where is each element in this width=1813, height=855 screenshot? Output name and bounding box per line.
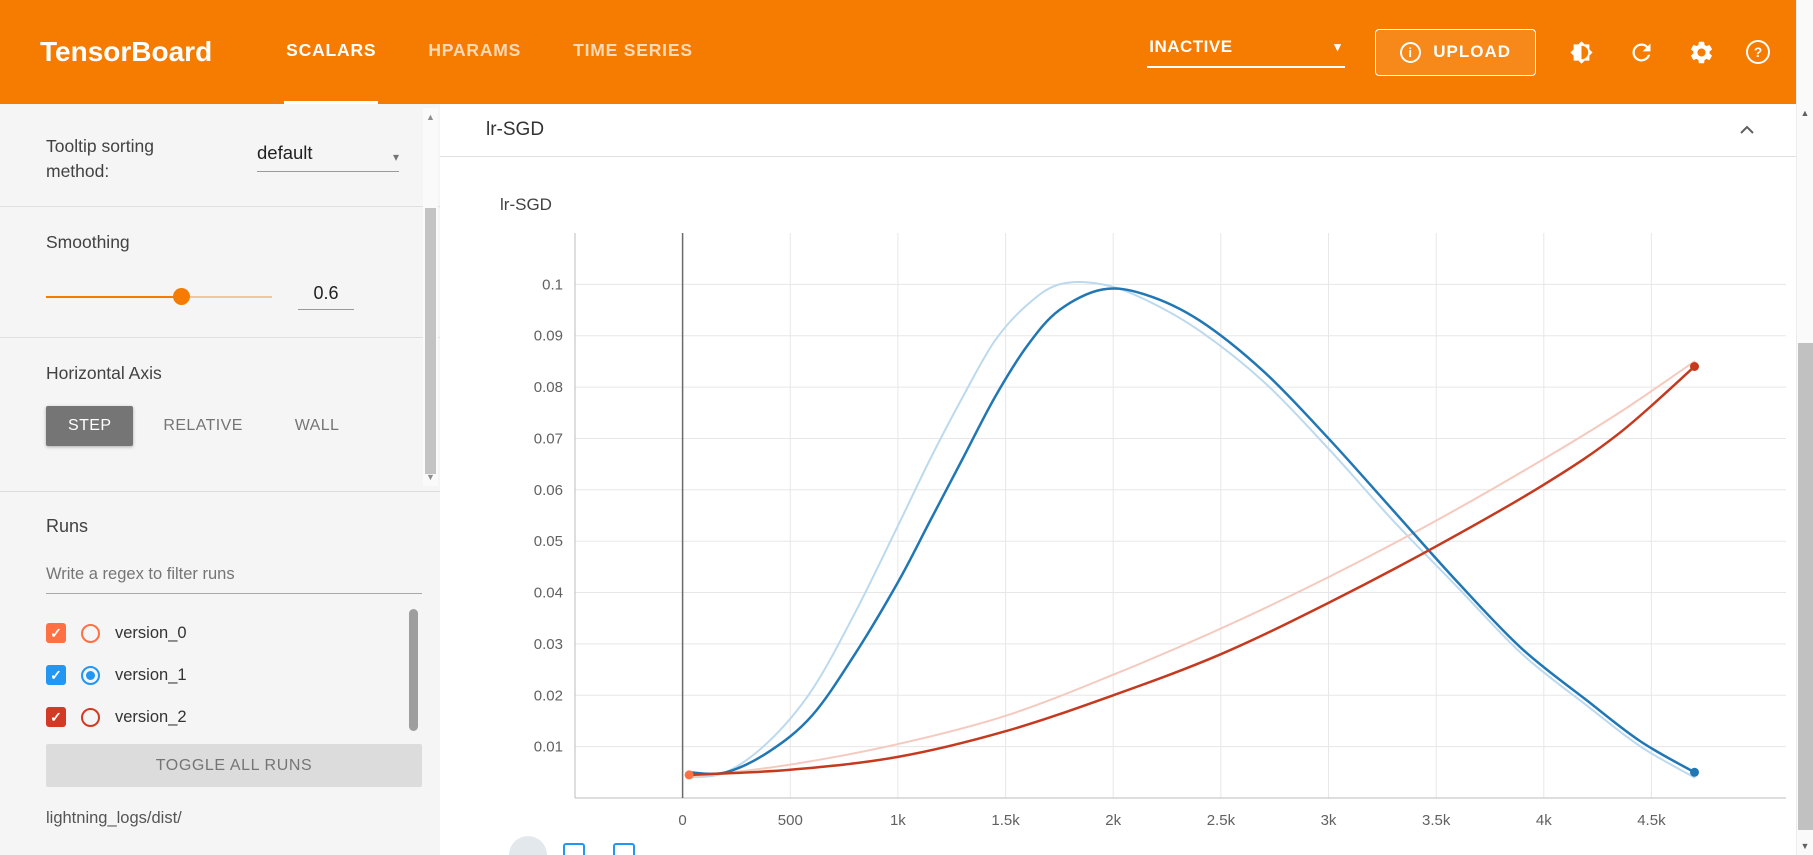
scroll-up-icon[interactable]: ▲ <box>1800 108 1810 118</box>
runs-title: Runs <box>46 516 89 536</box>
svg-text:4.5k: 4.5k <box>1637 812 1666 829</box>
tooltip-sorting-value: default <box>257 142 313 163</box>
axis-option-relative[interactable]: RELATIVE <box>141 406 264 446</box>
pin-card-icon[interactable] <box>613 843 635 855</box>
scalar-line-chart[interactable]: 0.01 0.02 0.03 0.04 0.05 0.06 0.07 0.08 0.09 0.1 0… <box>500 223 1796 838</box>
page-scrollbar[interactable]: ▲ ▼ <box>1796 0 1813 855</box>
slider-thumb[interactable] <box>172 288 190 305</box>
runs-section: Runs ✓ version_0 ✓ version_1 ✓ version_2 TOGG… <box>0 492 440 828</box>
runs-scrollbar[interactable] <box>409 609 418 731</box>
chart-container: 0.01 0.02 0.03 0.04 0.05 0.06 0.07 0.08 0.09 0.1 0… <box>500 223 1796 843</box>
horizontal-axis-options: STEP RELATIVE WALL <box>46 406 394 446</box>
log-directory-label: lightning_logs/dist/ <box>46 809 182 827</box>
svg-text:500: 500 <box>778 812 803 829</box>
tab-scalars[interactable]: SCALARS <box>284 0 379 104</box>
card-title: lr-SGD <box>486 119 545 140</box>
run-radio[interactable] <box>81 623 100 643</box>
chevron-up-icon <box>1740 125 1754 134</box>
scrollbar-thumb[interactable] <box>425 208 436 474</box>
scroll-down-icon[interactable]: ▼ <box>426 472 435 482</box>
svg-text:1k: 1k <box>890 812 906 829</box>
experiment-status-dropdown[interactable]: INACTIVE ▾ <box>1147 36 1346 68</box>
svg-text:0.02: 0.02 <box>534 687 563 704</box>
svg-text:2k: 2k <box>1105 812 1121 829</box>
run-checkbox[interactable]: ✓ <box>46 623 66 643</box>
card-footer-toolbar <box>440 836 1796 855</box>
scroll-down-icon[interactable]: ▼ <box>1800 841 1810 851</box>
axis-option-step[interactable]: STEP <box>46 406 134 446</box>
run-label: version_2 <box>115 707 187 726</box>
run-label: version_1 <box>115 665 187 684</box>
scroll-up-icon[interactable]: ▲ <box>426 112 435 122</box>
tooltip-sorting-select[interactable]: default ▾ <box>257 134 399 172</box>
run-label: version_0 <box>115 623 187 642</box>
tab-hparams[interactable]: HPARAMS <box>428 40 522 60</box>
run-radio[interactable] <box>81 665 100 685</box>
chevron-down-icon: ▾ <box>1334 38 1342 54</box>
sidebar-scrollbar[interactable]: ▲ ▼ <box>423 108 438 486</box>
chevron-down-icon: ▾ <box>392 150 399 164</box>
svg-text:1.5k: 1.5k <box>991 812 1020 829</box>
run-row[interactable]: ✓ version_1 <box>46 654 422 696</box>
general-settings-section: Tooltip sorting method: default ▾ Smooth… <box>0 104 440 492</box>
app-header: TensorBoard SCALARS HPARAMS TIME SERIES IN… <box>0 0 1796 104</box>
tooltip-sorting-label: Tooltip sorting method: <box>46 136 154 181</box>
smoothing-label: Smoothing <box>46 232 130 252</box>
divider <box>0 206 440 207</box>
svg-text:0.08: 0.08 <box>534 379 563 396</box>
run-radio[interactable] <box>81 707 100 727</box>
settings-gear-icon[interactable] <box>1686 37 1716 67</box>
toggle-all-runs-button[interactable]: TOGGLE ALL RUNS <box>46 744 422 787</box>
app-title: TensorBoard <box>40 36 213 67</box>
help-icon[interactable]: ? <box>1746 40 1770 64</box>
runs-list: ✓ version_0 ✓ version_1 ✓ version_2 <box>46 612 422 738</box>
svg-text:0.04: 0.04 <box>534 585 563 602</box>
fullscreen-icon[interactable] <box>563 843 585 855</box>
divider <box>0 337 440 338</box>
refresh-icon[interactable] <box>1626 37 1656 67</box>
svg-text:0.05: 0.05 <box>534 533 563 550</box>
svg-text:2.5k: 2.5k <box>1207 812 1236 829</box>
settings-sidebar: Tooltip sorting method: default ▾ Smooth… <box>0 104 440 855</box>
theme-toggle-icon[interactable] <box>1566 37 1596 67</box>
horizontal-axis-label: Horizontal Axis <box>46 363 162 383</box>
upload-button[interactable]: i UPLOAD <box>1375 28 1536 76</box>
chart-title: lr-SGD <box>500 195 552 214</box>
runs-filter-input[interactable] <box>46 559 422 594</box>
upload-label: UPLOAD <box>1433 42 1511 61</box>
smoothing-value-input[interactable]: 0.6 <box>298 283 354 310</box>
run-checkbox[interactable]: ✓ <box>46 665 66 685</box>
status-label: INACTIVE <box>1149 36 1233 56</box>
scrollbar-thumb[interactable] <box>1798 343 1813 830</box>
main-content: lr-SGD lr-SGD 0.01 0.02 0.03 0.04 0.05 0.06 0.… <box>440 104 1796 855</box>
svg-text:3.5k: 3.5k <box>1422 812 1451 829</box>
header-actions: INACTIVE ▾ i UPLOAD ? <box>1147 0 1770 104</box>
main-tabs: SCALARS HPARAMS TIME SERIES <box>284 0 695 104</box>
run-row[interactable]: ✓ version_0 <box>46 612 422 654</box>
svg-text:3k: 3k <box>1321 812 1337 829</box>
svg-text:0.03: 0.03 <box>534 636 563 653</box>
svg-text:0.01: 0.01 <box>534 739 563 756</box>
run-checkbox[interactable]: ✓ <box>46 707 66 727</box>
card-menu-fab[interactable] <box>509 836 547 855</box>
svg-text:0.09: 0.09 <box>534 328 563 345</box>
axis-option-wall[interactable]: WALL <box>273 406 362 446</box>
smoothing-slider[interactable] <box>46 288 272 305</box>
tab-time-series[interactable]: TIME SERIES <box>573 40 693 60</box>
info-icon: i <box>1400 41 1422 63</box>
scalar-card-header: lr-SGD <box>440 104 1796 157</box>
collapse-card-button[interactable] <box>1732 115 1762 145</box>
svg-text:0.07: 0.07 <box>534 431 563 448</box>
svg-text:0.06: 0.06 <box>534 482 563 499</box>
svg-text:4k: 4k <box>1536 812 1552 829</box>
run-row[interactable]: ✓ version_2 <box>46 696 422 738</box>
svg-text:0.1: 0.1 <box>542 276 563 293</box>
svg-text:0: 0 <box>678 812 686 829</box>
